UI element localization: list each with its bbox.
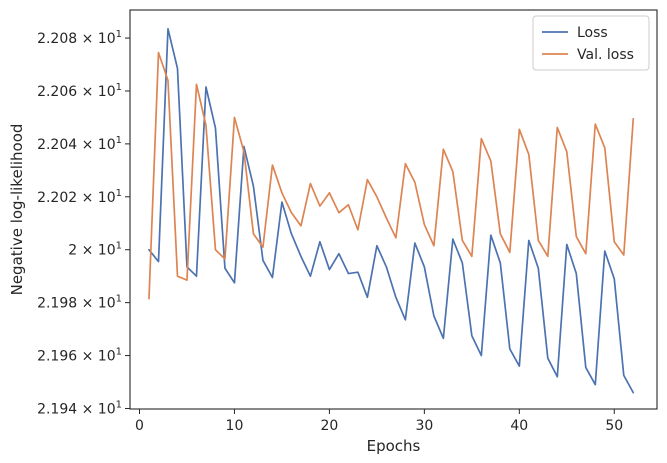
x-tick-label: 10 xyxy=(226,418,244,434)
y-tick-base: 10 xyxy=(98,31,116,47)
y-tick-times: × xyxy=(77,190,98,206)
y-tick-mantissa: 2 xyxy=(68,243,77,259)
x-tick-label: 0 xyxy=(135,418,144,434)
y-tick-mantissa: 2.206 xyxy=(37,84,77,100)
y-tick-times: × xyxy=(77,349,98,365)
x-axis-title: Epochs xyxy=(367,437,421,455)
x-tick-label: 20 xyxy=(320,418,338,434)
y-tick-times: × xyxy=(77,31,98,47)
y-tick-exponent: 1 xyxy=(116,135,122,146)
plot-area xyxy=(129,9,658,410)
x-axis: 0 10 20 30 40 50 xyxy=(135,409,623,434)
y-tick-base: 10 xyxy=(98,190,116,206)
y-tick-exponent: 1 xyxy=(116,82,122,93)
y-tick-mantissa: 2.196 xyxy=(37,349,77,365)
y-tick-times: × xyxy=(77,137,98,153)
y-tick-mantissa: 2.204 xyxy=(37,137,77,153)
series-line-val-loss xyxy=(148,51,635,300)
y-tick-label: 2 × 101 xyxy=(68,241,122,259)
legend-label: Val. loss xyxy=(577,47,634,63)
legend: Loss Val. loss xyxy=(532,15,650,71)
y-tick-mantissa: 2.202 xyxy=(37,190,77,206)
plot-frame xyxy=(129,9,658,410)
y-tick-times: × xyxy=(77,84,98,100)
y-tick-base: 10 xyxy=(98,296,116,312)
y-tick-exponent: 1 xyxy=(116,188,122,199)
legend-label: Loss xyxy=(577,25,608,41)
y-tick-base: 10 xyxy=(98,349,116,365)
y-tick-base: 10 xyxy=(98,137,116,153)
y-tick-label: 2.208 × 101 xyxy=(37,29,122,47)
y-tick-base: 10 xyxy=(98,401,116,417)
y-tick-exponent: 1 xyxy=(116,399,122,410)
y-tick-label: 2.206 × 101 xyxy=(37,82,122,100)
legend-box xyxy=(532,15,650,71)
y-tick-exponent: 1 xyxy=(116,347,122,358)
y-tick-label: 2.194 × 101 xyxy=(37,399,122,417)
y-tick-mantissa: 2.194 xyxy=(37,401,77,417)
y-tick-label: 2.202 × 101 xyxy=(37,188,122,206)
y-tick-times: × xyxy=(77,296,98,312)
x-tick-label: 40 xyxy=(510,418,528,434)
y-tick-exponent: 1 xyxy=(116,29,122,40)
y-tick-times: × xyxy=(77,401,98,417)
x-tick-label: 50 xyxy=(605,418,623,434)
y-tick-label: 2.198 × 101 xyxy=(37,294,122,312)
y-tick-label: 2.204 × 101 xyxy=(37,135,122,153)
y-tick-base: 10 xyxy=(98,243,116,259)
y-tick-mantissa: 2.208 xyxy=(37,31,77,47)
y-axis-title: Negative log-likelihood xyxy=(8,124,26,296)
y-tick-base: 10 xyxy=(98,84,116,100)
y-tick-times: × xyxy=(77,243,98,259)
series-line-loss xyxy=(148,27,635,394)
y-tick-label: 2.196 × 101 xyxy=(37,347,122,365)
y-tick-mantissa: 2.198 xyxy=(37,296,77,312)
y-tick-exponent: 1 xyxy=(116,241,122,252)
series-layer xyxy=(148,27,635,394)
x-tick-label: 30 xyxy=(415,418,433,434)
y-tick-exponent: 1 xyxy=(116,294,122,305)
